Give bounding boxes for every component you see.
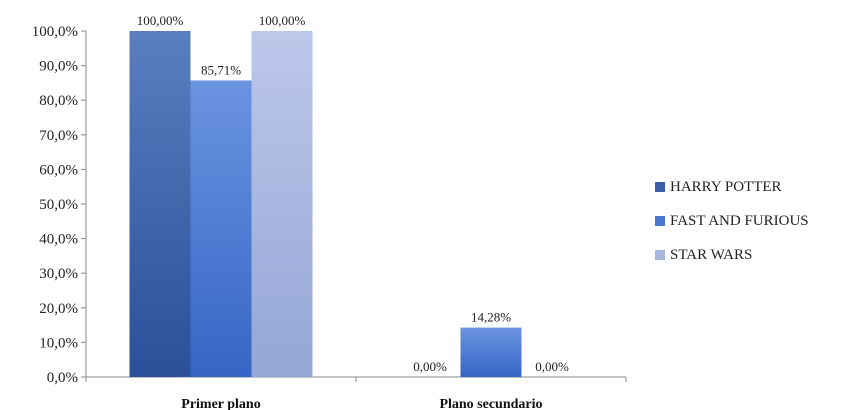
y-tick-label: 80,0% — [39, 93, 78, 109]
bar — [129, 31, 191, 377]
legend-label: STAR WARS — [670, 246, 753, 263]
y-tick-label: 90,0% — [39, 59, 78, 75]
y-tick-label: 0,0% — [47, 370, 78, 386]
y-tick-label: 50,0% — [39, 197, 78, 213]
data-label: 100,00% — [137, 13, 184, 28]
axes: 0,0% 10,0% 20,0% 30,0% 40,0% 50,0% 60,0% 70,0% 8… — [32, 24, 627, 410]
bar — [190, 80, 252, 378]
y-tick-label: 20,0% — [39, 301, 78, 317]
y-tick-label: 40,0% — [39, 232, 78, 248]
data-label: 0,00% — [413, 359, 447, 374]
y-tick-label: 30,0% — [39, 266, 78, 282]
data-label: 100,00% — [259, 13, 306, 28]
legend-item: FAST AND FURIOUS — [655, 204, 809, 238]
data-labels: 100,00% 0,00% 85,71% 14,28% 100,00% 0,00% — [137, 13, 569, 374]
bar — [460, 327, 522, 377]
legend: HARRY POTTER FAST AND FURIOUS STAR WARS — [655, 170, 809, 272]
y-tick-label: 100,0% — [32, 24, 78, 40]
y-tick-label: 10,0% — [39, 335, 78, 351]
data-label: 85,71% — [201, 62, 241, 77]
legend-swatch — [655, 250, 665, 260]
legend-item: STAR WARS — [655, 238, 809, 272]
legend-label: FAST AND FURIOUS — [670, 212, 809, 229]
data-label: 14,28% — [471, 310, 511, 325]
data-label: 0,00% — [535, 359, 569, 374]
legend-swatch — [655, 216, 665, 226]
y-tick-label: 60,0% — [39, 162, 78, 178]
y-tick-label: 70,0% — [39, 128, 78, 144]
bar — [251, 31, 313, 377]
x-category-label: Primer plano — [181, 397, 260, 410]
legend-item: HARRY POTTER — [655, 170, 809, 204]
legend-label: HARRY POTTER — [670, 178, 782, 195]
x-category-label: Plano secundario — [439, 397, 542, 410]
bars — [129, 31, 522, 378]
legend-swatch — [655, 182, 665, 192]
